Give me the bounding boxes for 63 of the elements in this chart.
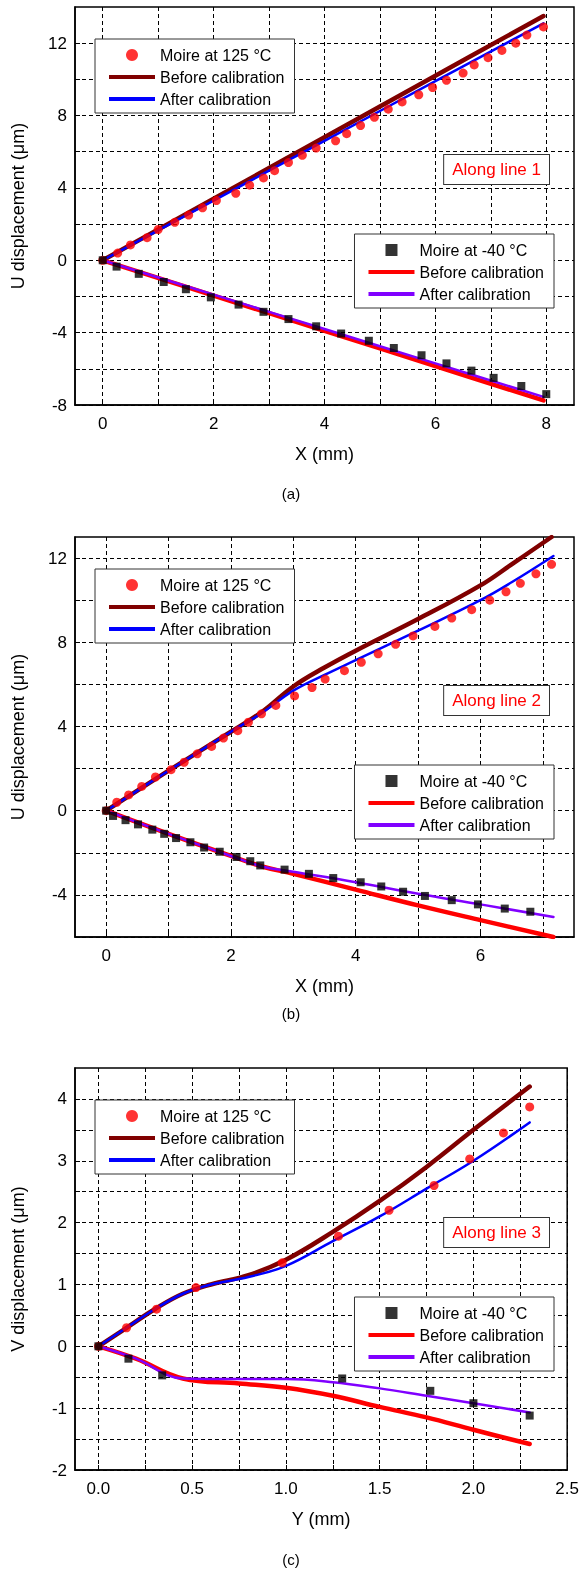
text: (c)	[282, 1551, 300, 1568]
y-axis-title: U displacement (μm)	[8, 653, 28, 821]
x-tick-label: 4	[319, 414, 330, 433]
x-tick-label: 2	[208, 414, 219, 433]
y-tick-label: 4	[57, 1089, 67, 1109]
y-tick-label: 2	[57, 1213, 67, 1233]
x-tick-label: 2.5	[555, 1479, 579, 1498]
y-axis-title: U displacement (μm)	[8, 122, 28, 290]
text: (b)	[281, 1005, 301, 1022]
y-tick-label: -4	[51, 885, 67, 905]
legend-label: After calibration	[419, 1348, 531, 1366]
y-tick-label: -8	[51, 395, 67, 415]
legend-label: Moire at -40 °C	[419, 241, 528, 259]
legend-label: After calibration	[419, 816, 531, 834]
legend-label: After calibration	[160, 1151, 272, 1169]
y-tick-label: 12	[48, 548, 67, 568]
x-tick-label: 0	[101, 946, 111, 965]
legend-label: Before calibration	[160, 598, 285, 616]
y-tick-label: 4	[57, 178, 67, 198]
legend-label: After calibration	[160, 90, 272, 108]
y-tick-label: -1	[51, 1398, 67, 1418]
legend-label: Moire at -40 °C	[419, 772, 528, 790]
legend-label: Before calibration	[160, 1129, 285, 1147]
y-tick-label: 3	[57, 1151, 67, 1171]
legend-label: Before calibration	[419, 1326, 544, 1344]
x-tick-label: 8	[541, 414, 552, 433]
x-tick-label: 2	[226, 946, 236, 965]
x-tick-label: 6	[475, 946, 486, 965]
x-axis-title: X (mm)	[295, 444, 354, 464]
y-tick-label: 8	[57, 106, 67, 126]
legend-label: Before calibration	[160, 68, 285, 86]
y-tick-label: 12	[48, 33, 67, 53]
y-tick-label: 8	[57, 632, 67, 652]
legend-label: Moire at -40 °C	[419, 1304, 528, 1322]
legend-label: Before calibration	[419, 794, 544, 812]
y-tick-label: -4	[51, 323, 67, 343]
y-tick-label: 0	[57, 250, 67, 270]
legend-label: Moire at 125 °C	[160, 46, 272, 64]
annotation: Along line 2	[452, 691, 541, 710]
x-tick-label: 2.0	[461, 1479, 486, 1498]
x-tick-label: 0.0	[86, 1479, 111, 1498]
y-tick-label: 0	[57, 801, 67, 821]
x-axis-title: Y (mm)	[291, 1509, 351, 1529]
y-tick-label: 0	[57, 1336, 67, 1356]
y-tick-label: -2	[51, 1460, 67, 1480]
legend-label: Moire at 125 °C	[160, 1107, 272, 1125]
annotation: Along line 3	[452, 1223, 541, 1242]
legend-label: Before calibration	[419, 263, 544, 281]
x-tick-label: 4	[350, 946, 361, 965]
x-tick-label: 6	[430, 414, 441, 433]
annotation: Along line 1	[452, 160, 541, 179]
y-tick-label: 1	[57, 1274, 67, 1294]
text: (a)	[281, 485, 301, 502]
legend-label: After calibration	[419, 285, 531, 303]
legend-label: Moire at 125 °C	[160, 576, 272, 594]
legend-label: After calibration	[160, 620, 272, 638]
x-tick-label: 1.0	[274, 1479, 298, 1498]
x-axis-title: X (mm)	[295, 976, 354, 996]
x-tick-label: 0	[97, 414, 108, 433]
x-tick-label: 0.5	[180, 1479, 205, 1498]
y-axis-title: V displacement (μm)	[8, 1186, 28, 1352]
y-tick-label: 4	[57, 716, 67, 736]
x-tick-label: 1.5	[367, 1479, 392, 1498]
